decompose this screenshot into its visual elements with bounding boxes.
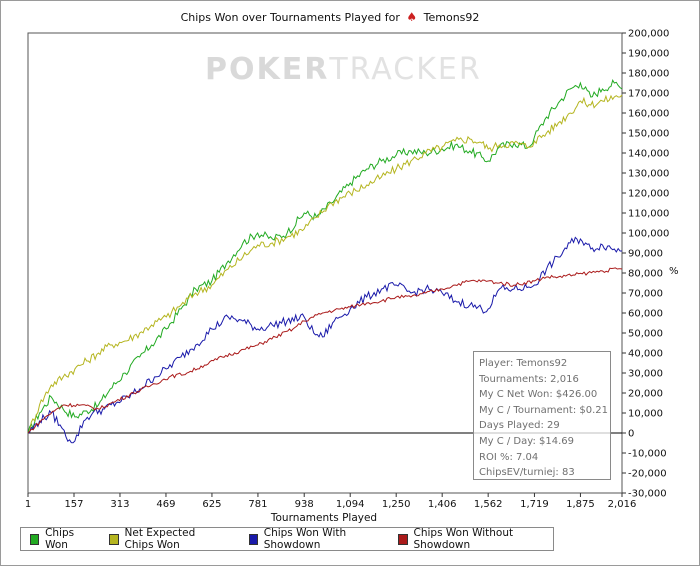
x-tick-label: 1: [25, 499, 31, 510]
y-tick-label: 20,000: [628, 389, 663, 400]
x-axis-title: Tournaments Played: [270, 512, 378, 524]
x-tick-label: 781: [248, 499, 267, 510]
x-tick-label: 625: [202, 499, 221, 510]
stat-days-played: Days Played: 29: [479, 420, 560, 432]
x-tick-label: 938: [295, 499, 314, 510]
series-line-2: [27, 94, 623, 434]
y-tick-label: 110,000: [628, 209, 669, 220]
chart-title-player: Temons92: [423, 11, 480, 24]
x-tick-label: 313: [110, 499, 129, 510]
legend-swatch: [30, 533, 40, 545]
y-tick-label: 60,000: [628, 309, 663, 320]
legend-swatch: [398, 533, 408, 545]
y-tick-label: 170,000: [628, 89, 669, 100]
x-tick-label: 1,875: [566, 499, 595, 510]
legend-item-chips-won[interactable]: Chips Won: [30, 527, 88, 551]
y-tick-label: 70,000: [628, 289, 663, 300]
y-tick-label: -20,000: [628, 469, 667, 480]
y-tick-label: 30,000: [628, 369, 663, 380]
legend-label: Chips Won: [45, 527, 75, 551]
y-tick-label: 80,000: [628, 269, 663, 280]
chart-legend: Chips Won Net Expected Chips Won Chips W…: [20, 527, 554, 551]
y-tick-label: 140,000: [628, 149, 669, 160]
stats-box: Player: Temons92 Tournaments: 2,016 My C…: [473, 351, 611, 480]
y-tick-label: -10,000: [628, 449, 667, 460]
y-tick-label: 90,000: [628, 249, 663, 260]
legend-label: Net Expected Chips Won: [124, 527, 196, 551]
x-tick-label: 1,406: [428, 499, 457, 510]
legend-label: Chips Won Without Showdown: [413, 527, 514, 551]
y-tick-label: 40,000: [628, 349, 663, 360]
stat-per-day: My C / Day: $14.69: [479, 435, 574, 447]
chart-title-prefix: Chips Won over Tournaments Played for: [180, 11, 400, 24]
legend-item-with-showdown[interactable]: Chips Won With Showdown: [248, 527, 378, 551]
y-axis-unit: %: [669, 266, 679, 277]
chart-title: Chips Won over Tournaments Played for ♠ …: [0, 10, 660, 24]
y-tick-label: 50,000: [628, 329, 663, 340]
y-tick-label: 130,000: [628, 169, 669, 180]
y-tick-label: -30,000: [628, 489, 667, 500]
x-tick-label: 1,562: [474, 499, 503, 510]
y-tick-label: 120,000: [628, 189, 669, 200]
legend-swatch: [109, 533, 119, 545]
stat-net-won: My C Net Won: $426.00: [479, 389, 598, 401]
y-tick-label: 190,000: [628, 49, 669, 60]
legend-item-net-expected[interactable]: Net Expected Chips Won: [109, 527, 227, 551]
legend-swatch: [248, 533, 258, 545]
series-line-4: [27, 267, 623, 434]
pokertracker-watermark: POKERTRACKER: [205, 52, 482, 87]
y-tick-label: 160,000: [628, 109, 669, 120]
y-tick-label: 0: [628, 429, 634, 440]
y-tick-label: 150,000: [628, 129, 669, 140]
y-tick-label: 10,000: [628, 409, 663, 420]
stat-player: Player: Temons92: [479, 358, 568, 369]
x-tick-label: 1,250: [382, 499, 411, 510]
stat-roi: ROI %: 7.04: [479, 451, 539, 463]
series-line-1: [27, 79, 623, 434]
x-tick-label: 1,719: [520, 499, 549, 510]
x-tick-label: 1,094: [336, 499, 365, 510]
spade-icon: ♠: [406, 10, 418, 24]
x-tick-label: 469: [156, 499, 175, 510]
legend-item-without-showdown[interactable]: Chips Won Without Showdown: [398, 527, 541, 551]
plot-area-border: [27, 32, 623, 494]
y-tick-label: 180,000: [628, 69, 669, 80]
stat-per-tournament: My C / Tournament: $0.21: [479, 404, 609, 416]
series-line-3: [27, 236, 622, 444]
stat-tournaments: Tournaments: 2,016: [479, 373, 579, 385]
y-tick-label: 100,000: [628, 229, 669, 240]
x-tick-label: 157: [64, 499, 83, 510]
y-tick-label: 200,000: [628, 29, 669, 40]
legend-label: Chips Won With Showdown: [263, 527, 347, 551]
stat-chipsev: ChipsEV/turniej: 83: [479, 467, 575, 479]
x-tick-label: 2,016: [608, 499, 637, 510]
